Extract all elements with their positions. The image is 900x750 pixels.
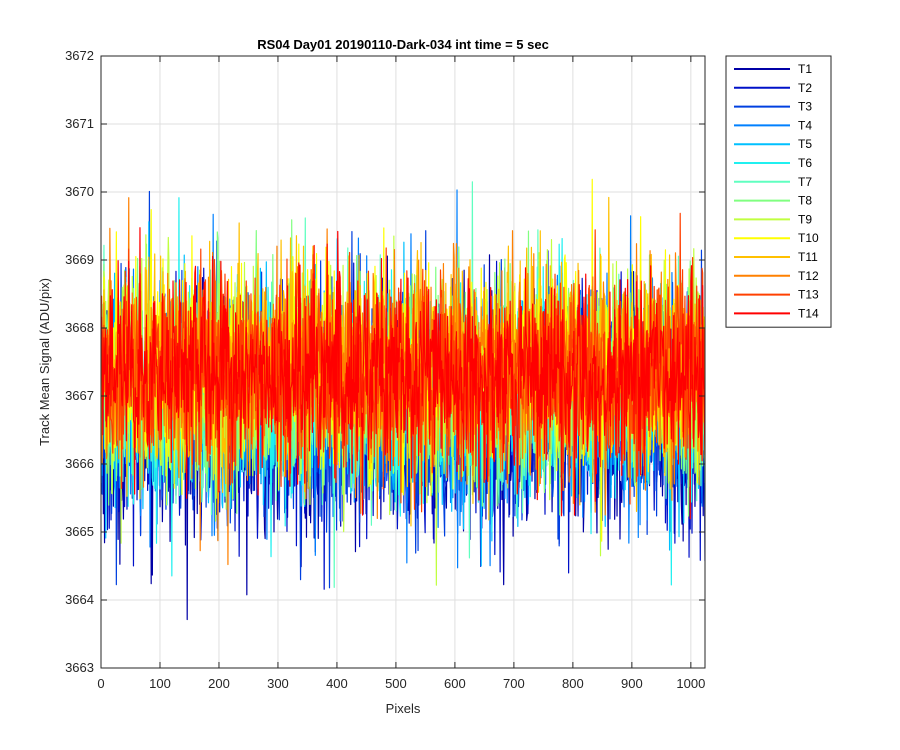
- x-tick-label: 400: [326, 676, 348, 691]
- legend-label: T2: [798, 81, 812, 95]
- legend-label: T14: [798, 306, 819, 320]
- y-axis-label: Track Mean Signal (ADU/pix): [37, 278, 52, 446]
- x-tick-label: 500: [385, 676, 407, 691]
- x-tick-label: 300: [267, 676, 289, 691]
- series-line-t14: [101, 227, 705, 520]
- y-tick-label: 3667: [65, 388, 94, 403]
- legend-label: T5: [798, 137, 812, 151]
- y-tick-label: 3663: [65, 660, 94, 675]
- y-tick-label: 3664: [65, 592, 94, 607]
- legend-label: T7: [798, 175, 812, 189]
- legend-label: T11: [798, 250, 818, 264]
- y-tick-label: 3672: [65, 48, 94, 63]
- legend-label: T1: [798, 62, 812, 76]
- x-tick-label: 200: [208, 676, 230, 691]
- y-tick-label: 3670: [65, 184, 94, 199]
- legend-label: T13: [798, 288, 819, 302]
- y-tick-label: 3666: [65, 456, 94, 471]
- legend-label: T3: [798, 100, 812, 114]
- legend-box: [725, 55, 832, 328]
- x-tick-label: 700: [503, 676, 525, 691]
- axes-frame: [100, 55, 706, 669]
- x-tick-label: 900: [621, 676, 643, 691]
- legend-label: T10: [798, 231, 819, 245]
- series-line-t13: [101, 212, 705, 513]
- legend-label: T9: [798, 212, 812, 226]
- x-axis-label: Pixels: [386, 701, 421, 716]
- x-tick-label: 0: [97, 676, 104, 691]
- y-tick-label: 3671: [65, 116, 94, 131]
- legend-label: T4: [798, 118, 812, 132]
- y-tick-label: 3665: [65, 524, 94, 539]
- x-tick-label: 100: [149, 676, 171, 691]
- x-tick-label: 1000: [676, 676, 705, 691]
- legend-label: T6: [798, 156, 812, 170]
- y-axis: 3663 3664 3665 3666 3667 3668 3669 3670 3671 3672: [65, 48, 705, 675]
- legend-label: T8: [798, 194, 812, 208]
- chart-title: RS04 Day01 20190110-Dark-034 int time = …: [257, 37, 549, 52]
- y-tick-label: 3668: [65, 320, 94, 335]
- legend: T1 T2 T3 T4 T5 T6 T7 T8 T9 T10 T11 T12 T13 T14: [725, 55, 832, 328]
- x-tick-label: 600: [444, 676, 466, 691]
- x-tick-label: 800: [562, 676, 584, 691]
- y-tick-label: 3669: [65, 252, 94, 267]
- x-axis: 0 100 200 300 400 500 600 700 800 900 1000: [97, 56, 705, 691]
- legend-label: T12: [798, 269, 819, 283]
- series-group: [101, 178, 705, 621]
